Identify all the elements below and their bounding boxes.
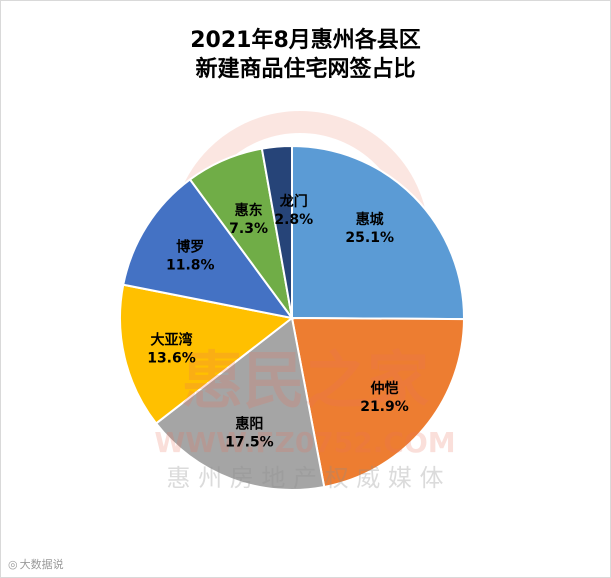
- chart-title-line-2: 新建商品住宅网签占比: [195, 57, 416, 82]
- pie-slice: [260, 144, 293, 319]
- pie-labels: 惠城 25.1% 仲恺 21.9% 惠阳 17.5% 大亚湾 13.6% 博罗 11.8% 惠东 7.…: [147, 193, 409, 451]
- source-watermark-text: 大数据说: [19, 558, 64, 571]
- pie-slice: [122, 178, 295, 320]
- slice-label: 惠阳: [235, 416, 263, 433]
- slice-value-label: 11.8%: [166, 258, 215, 274]
- pie-slices: [119, 144, 466, 491]
- watermark-text: 惠民之家 WWW.FZ0752.COM 惠 州 房 地 产 权 威 媒 体: [154, 344, 455, 492]
- source-watermark: ◎ 大数据说: [8, 556, 64, 572]
- slice-label: 惠东: [235, 202, 263, 219]
- slice-value-label: 2.8%: [274, 212, 313, 228]
- weibo-icon: ◎: [8, 558, 18, 571]
- watermark-brand: 惠民之家: [181, 344, 429, 417]
- watermark-url: WWW.FZ0752.COM: [154, 426, 455, 459]
- chart-title-line-1: 2021年8月惠州各县区: [190, 28, 421, 53]
- chart-title: 2021年8月惠州各县区 新建商品住宅网签占比: [0, 26, 611, 84]
- slice-label: 博罗: [176, 239, 204, 256]
- slice-label: 仲恺: [371, 380, 399, 397]
- slice-label: 惠城: [356, 211, 384, 228]
- slice-label: 龙门: [279, 193, 308, 210]
- pie-slice: [290, 316, 466, 489]
- pie-slice: [119, 283, 295, 425]
- slice-value-label: 25.1%: [345, 230, 394, 246]
- slice-label: 大亚湾: [151, 332, 193, 349]
- slice-value-label: 21.9%: [360, 399, 409, 415]
- watermark-tagline: 惠 州 房 地 产 权 威 媒 体: [166, 464, 443, 492]
- slice-value-label: 7.3%: [229, 221, 268, 237]
- slice-value-label: 13.6%: [147, 351, 196, 367]
- slice-value-label: 17.5%: [225, 435, 274, 451]
- pie-slice: [154, 316, 326, 491]
- pie-slice: [291, 144, 466, 321]
